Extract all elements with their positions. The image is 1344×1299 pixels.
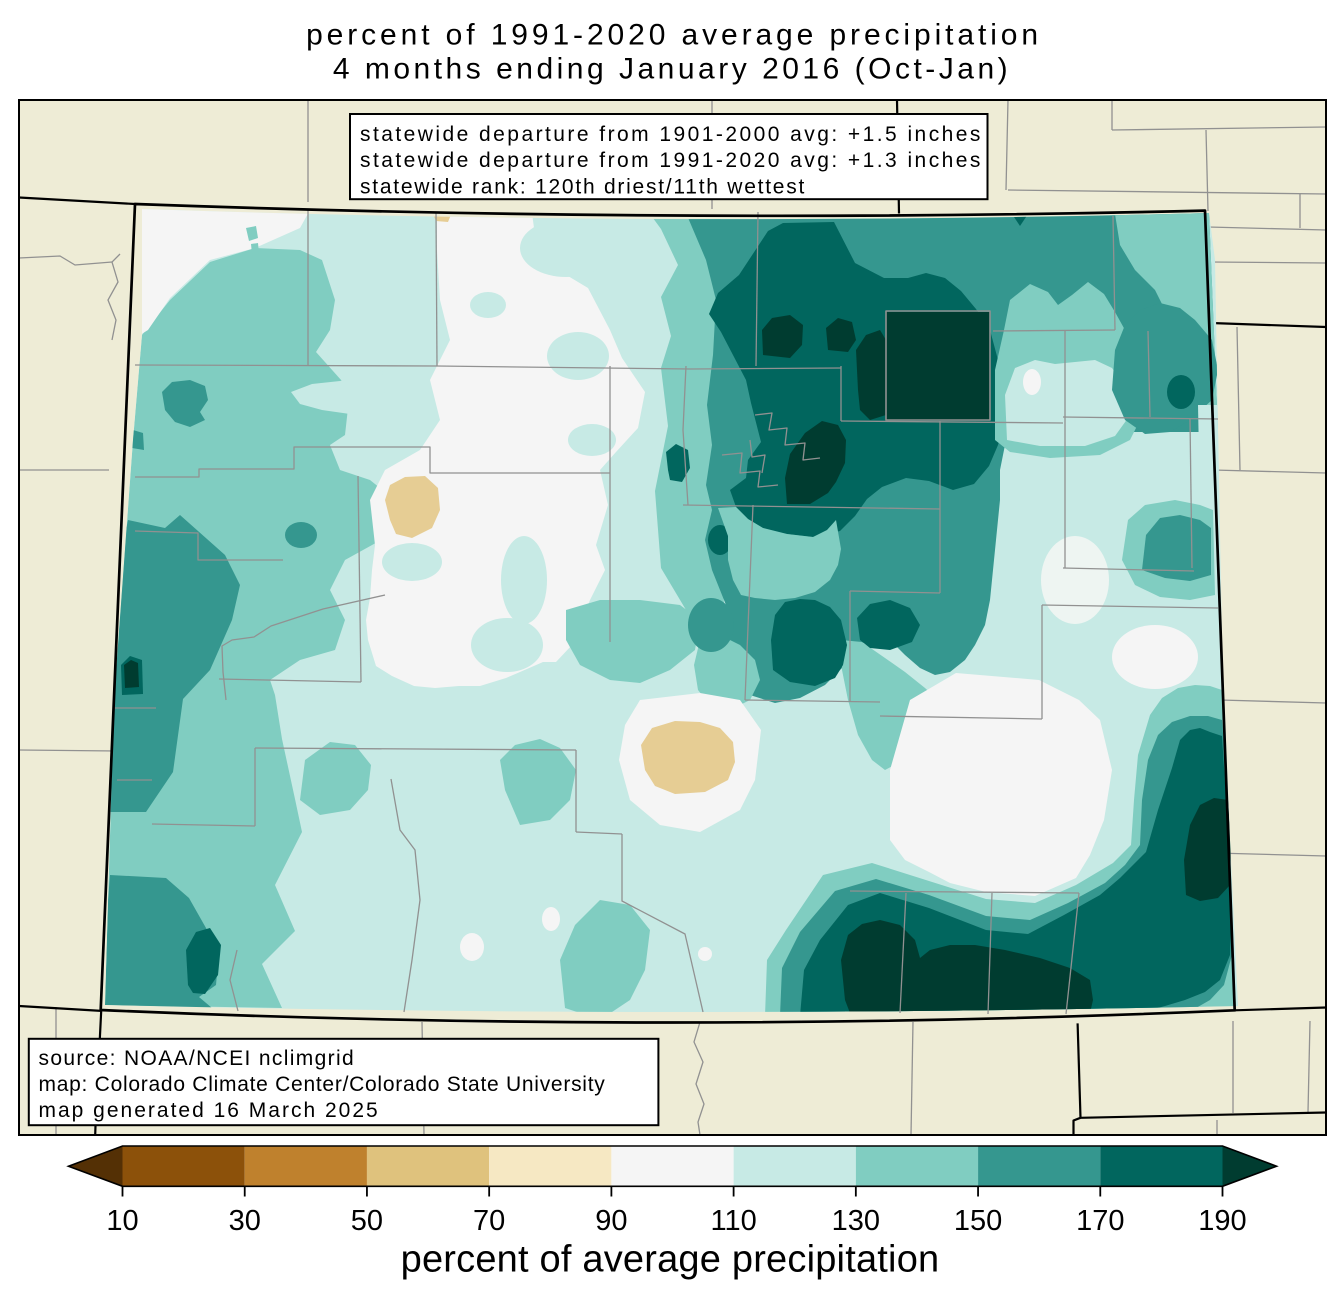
svg-text:150: 150 bbox=[954, 1205, 1002, 1237]
svg-text:map generated 16 March 2025: map generated 16 March 2025 bbox=[39, 1099, 380, 1122]
svg-text:percent of average precipitati: percent of average precipitation bbox=[401, 1238, 940, 1280]
svg-text:statewide departure from 1901-: statewide departure from 1901-2000 avg: … bbox=[360, 123, 983, 146]
svg-text:percent of 1991-2020 average p: percent of 1991-2020 average precipitati… bbox=[306, 19, 1042, 52]
svg-text:10: 10 bbox=[106, 1205, 138, 1237]
svg-text:110: 110 bbox=[710, 1205, 756, 1237]
svg-text:source: NOAA/NCEI nclimgrid: source: NOAA/NCEI nclimgrid bbox=[39, 1047, 356, 1070]
svg-text:170: 170 bbox=[1076, 1205, 1124, 1237]
svg-text:190: 190 bbox=[1198, 1205, 1246, 1237]
svg-text:4 months ending January 2016 (: 4 months ending January 2016 (Oct-Jan) bbox=[333, 52, 1011, 85]
svg-text:90: 90 bbox=[595, 1205, 627, 1237]
svg-text:30: 30 bbox=[229, 1205, 261, 1237]
svg-text:map: Colorado Climate Center/C: map: Colorado Climate Center/Colorado St… bbox=[39, 1073, 606, 1096]
svg-text:130: 130 bbox=[832, 1205, 880, 1237]
svg-text:statewide departure from 1991-: statewide departure from 1991-2020 avg: … bbox=[360, 149, 983, 172]
svg-text:50: 50 bbox=[351, 1205, 383, 1237]
svg-text:statewide rank: 120th driest/1: statewide rank: 120th driest/11th wettes… bbox=[360, 175, 806, 198]
svg-text:70: 70 bbox=[473, 1205, 505, 1237]
